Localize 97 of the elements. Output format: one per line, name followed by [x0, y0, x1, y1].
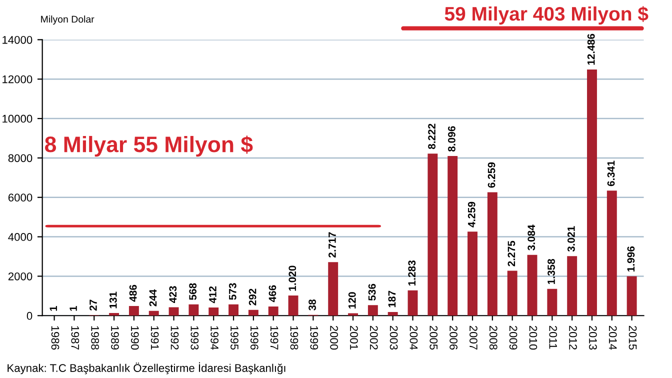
x-tick-label: 1992 [170, 326, 179, 350]
y-tick-label: 10000 [2, 114, 32, 123]
x-tick-label: 2004 [410, 326, 418, 350]
data-label: 466 [268, 285, 276, 302]
bar [388, 312, 398, 316]
x-tick-label: 1998 [290, 326, 298, 350]
x-tick-label: 2015 [628, 326, 637, 350]
data-label: 2.717 [328, 232, 336, 258]
data-label: 8.096 [448, 126, 456, 152]
bar [368, 305, 378, 316]
data-label: 4.259 [468, 202, 476, 228]
data-label: 412 [209, 286, 216, 304]
x-tick-label: 2002 [370, 326, 378, 350]
x-tick-label: 2000 [330, 326, 338, 350]
text: Kaynak: T.C Başbakanlık Özelleştirme İdaresi Başkanlığı [8, 362, 286, 374]
bar [468, 232, 478, 316]
x-tick-label: 1997 [270, 326, 278, 350]
data-label: 1 [70, 306, 77, 311]
x-tick-label: 2005 [430, 326, 438, 350]
bar [109, 313, 120, 316]
data-label: 1 [50, 306, 57, 311]
data-label: 573 [228, 283, 236, 300]
bar [228, 304, 238, 316]
bar [547, 288, 558, 316]
x-tick-label: 2003 [390, 326, 398, 350]
data-label: 3.021 [568, 226, 575, 252]
x-tick-label: 2009 [509, 326, 518, 350]
y-tick-label: 14000 [2, 36, 32, 44]
bar [268, 306, 278, 316]
data-label: 187 [388, 290, 396, 308]
bar [448, 156, 458, 316]
bar [168, 307, 179, 316]
data-label: 1.358 [548, 258, 555, 284]
y-tick-label: 4000 [8, 233, 32, 241]
x-tick-label: 1993 [190, 326, 199, 350]
bar [288, 296, 298, 316]
x-tick-label: 2001 [350, 326, 358, 350]
data-label: 1.996 [627, 246, 635, 272]
bar [248, 310, 258, 316]
data-label: 131 [109, 292, 117, 308]
y-tick-label: 6000 [8, 194, 32, 202]
data-label: 1.020 [288, 266, 296, 291]
x-tick-label: 1999 [310, 326, 318, 350]
x-tick-label: 2010 [529, 326, 538, 350]
x-tick-label: 1995 [230, 326, 238, 350]
x-tick-label: 2008 [489, 326, 498, 350]
y-tick-label: 8000 [8, 154, 32, 162]
x-tick-label: 1989 [111, 326, 119, 350]
bar [428, 154, 438, 316]
y-tick-label: 2000 [8, 272, 32, 280]
x-tick-label: 2013 [589, 326, 597, 350]
bar [527, 254, 538, 316]
x-tick-label: 1986 [51, 326, 60, 350]
x-tick-label: 2014 [608, 326, 617, 350]
bar [567, 256, 578, 316]
data-label: 536 [368, 284, 376, 301]
x-tick-label: 2011 [549, 326, 558, 349]
x-tick-label: 2007 [470, 326, 478, 350]
bar [626, 276, 637, 316]
y-tick-label: 0 [26, 312, 32, 320]
data-label: 8.222 [428, 124, 436, 150]
x-tick-label: 1994 [210, 326, 218, 350]
data-label: 2.275 [508, 240, 516, 266]
x-tick-label: 1988 [91, 326, 99, 350]
text: 59 Milyar 403 Milyon $ [444, 6, 648, 25]
bar [208, 308, 219, 316]
bar [408, 290, 418, 316]
data-label: 486 [129, 284, 137, 302]
data-label: 568 [189, 283, 196, 300]
y-tick-label: 12000 [2, 75, 32, 84]
bar [128, 306, 139, 316]
x-tick-label: 1991 [150, 326, 159, 350]
x-tick-label: 1990 [130, 326, 139, 350]
x-tick-label: 1987 [71, 326, 80, 350]
bar [148, 310, 159, 316]
data-label: 423 [169, 286, 177, 303]
data-label: 292 [248, 288, 256, 306]
data-label: 38 [308, 299, 316, 310]
data-label: 120 [348, 292, 356, 308]
data-label: 12.486 [587, 34, 595, 65]
data-label: 6.259 [488, 162, 496, 188]
bar [328, 262, 338, 316]
data-label: 6.341 [607, 160, 615, 186]
annotation: 8 Milyar 55 Milyon $ [45, 136, 253, 157]
x-tick-label: 2006 [450, 326, 458, 350]
bar [487, 192, 498, 316]
bar [606, 190, 617, 316]
x-tick-label: 1996 [250, 326, 258, 350]
data-label: 3.084 [528, 224, 536, 250]
data-label: 1.283 [408, 260, 416, 286]
bar [587, 70, 597, 316]
data-label: 27 [90, 300, 97, 311]
x-tick-label: 2012 [569, 326, 577, 350]
y-axis-title: Milyon Dolar [41, 16, 94, 25]
data-label: 244 [149, 289, 157, 306]
bar [188, 304, 199, 316]
bar [507, 270, 518, 316]
